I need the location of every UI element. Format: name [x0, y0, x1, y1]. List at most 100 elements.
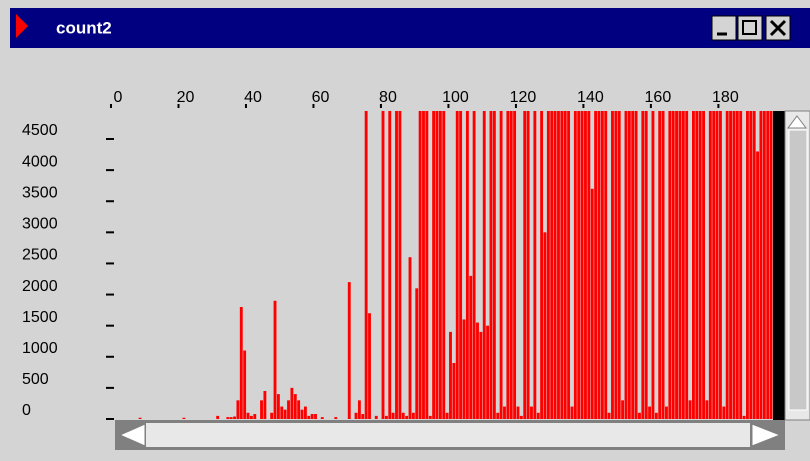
bar	[695, 111, 699, 419]
bar	[678, 111, 682, 419]
bar	[462, 319, 466, 419]
bar	[577, 111, 581, 419]
x-tick-label: 120	[510, 89, 537, 106]
bar	[469, 275, 473, 419]
maximize-button[interactable]	[737, 15, 763, 41]
bar	[658, 111, 662, 419]
bar	[654, 412, 658, 419]
bar	[634, 111, 638, 419]
bar	[374, 415, 378, 419]
bar	[492, 111, 496, 419]
bar	[253, 414, 257, 419]
x-tick-label: 160	[645, 89, 672, 106]
bar	[752, 111, 756, 419]
bar	[516, 406, 520, 419]
y-tick-label: 1500	[22, 309, 58, 326]
bar	[486, 325, 490, 419]
bar	[303, 406, 307, 419]
bar	[236, 400, 240, 419]
bar	[506, 111, 510, 419]
x-tick-label: 20	[177, 89, 195, 106]
close-button[interactable]	[765, 15, 791, 41]
bar	[530, 406, 533, 419]
bar	[557, 111, 560, 419]
bar	[432, 111, 436, 419]
bar	[580, 111, 584, 419]
bar	[334, 417, 338, 419]
bar	[540, 111, 544, 419]
bar	[246, 412, 250, 419]
bar	[685, 111, 689, 419]
bar	[391, 412, 395, 419]
bar	[347, 282, 351, 419]
x-tick-label: 180	[712, 89, 739, 106]
bar	[415, 288, 419, 419]
bar	[715, 111, 719, 419]
bar	[614, 111, 618, 419]
bar	[381, 111, 385, 419]
y-tick-label: 3500	[22, 184, 58, 201]
minimize-button[interactable]	[711, 15, 737, 41]
bar	[425, 111, 429, 419]
y-tick-label: 4000	[22, 153, 58, 170]
bar	[411, 412, 415, 419]
bar	[297, 400, 301, 419]
bar	[408, 257, 412, 419]
bar	[681, 111, 685, 419]
bar	[182, 417, 186, 419]
y-tick-label: 2000	[22, 278, 58, 295]
bar	[570, 406, 574, 419]
bar	[310, 414, 314, 419]
bar	[553, 111, 557, 419]
bar	[746, 111, 749, 419]
bar	[563, 111, 567, 419]
bar	[594, 111, 598, 419]
bar	[573, 111, 577, 419]
bar	[273, 300, 277, 419]
bar	[216, 415, 220, 419]
bar	[354, 412, 358, 419]
horizontal-scrollbar[interactable]	[115, 420, 785, 450]
bar	[621, 400, 625, 419]
bar	[405, 415, 409, 419]
bar	[675, 111, 679, 419]
bar	[631, 111, 635, 419]
bar	[482, 111, 486, 419]
bar	[287, 400, 290, 419]
bar	[759, 111, 763, 419]
y-tick-label: 500	[22, 371, 49, 388]
bar	[604, 111, 608, 419]
bar	[263, 391, 267, 419]
bar	[641, 111, 645, 419]
bar	[472, 111, 476, 419]
bar	[249, 415, 253, 419]
bar	[418, 111, 422, 419]
bar	[567, 111, 571, 419]
plot: 0 500 1000 1500 2000 2500 3000 3500 4000 4500 0 20 4…	[22, 89, 773, 420]
bar	[465, 111, 469, 419]
bar	[590, 188, 594, 419]
window-title: count2	[56, 18, 112, 37]
bar	[526, 111, 530, 419]
bar	[584, 111, 587, 419]
x-tick-label: 140	[577, 89, 604, 106]
bar	[523, 111, 527, 419]
bar	[519, 415, 523, 419]
app-icon	[16, 14, 28, 38]
bar	[607, 412, 611, 419]
vertical-scrollbar[interactable]	[784, 110, 810, 421]
bar	[762, 111, 766, 419]
bar	[638, 412, 641, 419]
bar	[239, 307, 243, 419]
x-tick-label: 100	[442, 89, 469, 106]
bar	[735, 111, 739, 419]
bar	[384, 415, 388, 419]
bar	[280, 406, 284, 419]
bar	[395, 111, 398, 419]
bar	[361, 414, 365, 419]
bar	[698, 111, 702, 419]
x-tick-label: 60	[312, 89, 330, 106]
bar	[307, 415, 311, 419]
